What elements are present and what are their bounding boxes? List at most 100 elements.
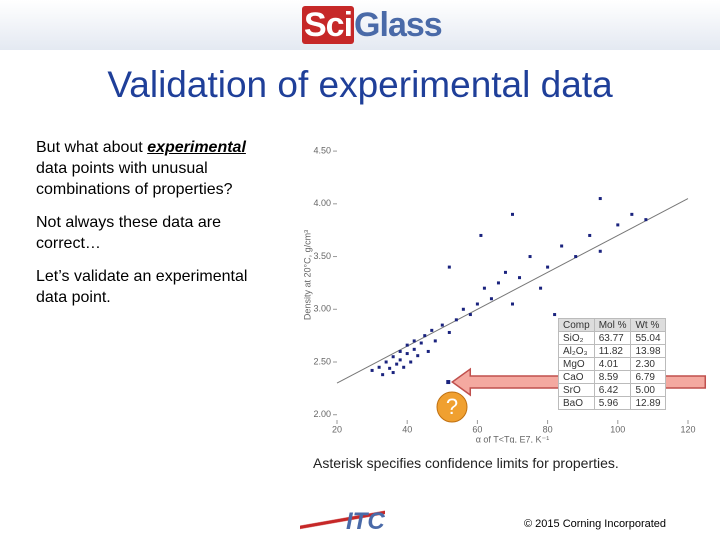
table-cell: 63.77 xyxy=(593,331,632,345)
point xyxy=(426,349,430,353)
point xyxy=(511,302,514,306)
table-cell: 6.42 xyxy=(593,383,632,397)
logo: SciGlass xyxy=(302,6,443,45)
y-tick-label: 4.50 xyxy=(313,145,331,155)
point xyxy=(377,365,381,369)
table-row: SrO 6.42 5.00 xyxy=(558,383,666,397)
point xyxy=(511,212,514,216)
x-tick-label: 80 xyxy=(543,424,553,434)
table-cell: SiO₂ xyxy=(558,331,595,345)
point xyxy=(440,323,444,327)
x-tick-label: 120 xyxy=(680,424,695,434)
header-band: SciGlass xyxy=(0,0,720,50)
point xyxy=(468,313,472,317)
point xyxy=(419,341,423,345)
point xyxy=(412,339,416,343)
point xyxy=(405,343,409,347)
point xyxy=(409,360,413,364)
point xyxy=(370,368,374,372)
table-header-cell: Wt % xyxy=(630,318,666,332)
point xyxy=(391,355,395,359)
bullet-text: But what about xyxy=(36,139,148,156)
point xyxy=(616,223,620,227)
table-row: SiO₂ 63.77 55.04 xyxy=(558,331,666,345)
table-header-cell: Comp xyxy=(558,318,595,332)
y-tick-label: 2.50 xyxy=(313,356,331,366)
point xyxy=(398,349,402,353)
table-row: BaO 5.96 12.89 xyxy=(558,396,666,410)
table-cell: Al₂O₃ xyxy=(558,344,595,358)
table-cell: 11.82 xyxy=(593,344,632,358)
x-tick-label: 20 xyxy=(332,424,342,434)
point xyxy=(384,360,388,364)
table-cell: BaO xyxy=(558,396,595,410)
table-cell: 13.98 xyxy=(630,344,666,358)
checked-point xyxy=(446,380,451,385)
footer-logo: ITC xyxy=(300,508,385,536)
point xyxy=(391,371,395,375)
point xyxy=(598,197,602,201)
y-tick-label: 3.00 xyxy=(313,304,331,314)
bullet: But what about experimental data points … xyxy=(36,137,256,200)
point xyxy=(546,265,550,269)
bullet-text: Let’s validate an experimental data poin… xyxy=(36,268,248,306)
point xyxy=(553,313,557,317)
point xyxy=(588,233,592,237)
question-mark: ? xyxy=(446,394,458,419)
bullet-text: data points with unusual combinations of… xyxy=(36,160,233,198)
x-axis-label: α of T<Tg, E7, K⁻¹ xyxy=(476,434,550,443)
bullet: Let’s validate an experimental data poin… xyxy=(36,266,256,308)
chart: 2.00 2.50 3.00 3.50 4.00 4.50 20 40 60 80 100 120 α … xyxy=(300,125,710,443)
slide-title: Validation of experimental data xyxy=(107,64,613,105)
point xyxy=(475,302,479,306)
question-icon xyxy=(436,391,468,423)
point xyxy=(560,244,564,248)
logo-suffix: Glass xyxy=(354,6,443,44)
table-cell: 4.01 xyxy=(593,357,632,371)
y-axis-label: Density at 20°C, g/cm³ xyxy=(302,230,312,320)
point xyxy=(479,233,483,237)
table-cell: CaO xyxy=(558,370,595,384)
point xyxy=(388,366,392,370)
logo-prefix: Sci xyxy=(302,6,355,44)
point xyxy=(461,307,465,311)
y-tick-label: 3.50 xyxy=(313,251,331,261)
point xyxy=(528,255,532,259)
point xyxy=(416,354,420,358)
point xyxy=(539,286,543,290)
table-row: Al₂O₃ 11.82 13.98 xyxy=(558,344,666,358)
table-cell: 6.79 xyxy=(630,370,666,384)
point xyxy=(433,339,437,343)
bullet-list: But what about experimental data points … xyxy=(36,137,256,320)
caption: Asterisk specifies confidence limits for… xyxy=(313,455,619,471)
point xyxy=(405,352,409,356)
point xyxy=(430,328,434,332)
point xyxy=(489,297,493,301)
bullet: Not always these data are correct… xyxy=(36,212,256,254)
table-cell: 5.00 xyxy=(630,383,666,397)
point xyxy=(412,347,416,351)
point xyxy=(402,365,406,369)
point xyxy=(381,373,385,377)
point xyxy=(447,265,451,269)
table-cell: 55.04 xyxy=(630,331,666,345)
copyright: © 2015 Corning Incorporated xyxy=(524,518,667,530)
point xyxy=(482,286,486,290)
table-cell: 2.30 xyxy=(630,357,666,371)
point xyxy=(518,276,522,280)
point xyxy=(423,334,427,338)
x-tick-label: 100 xyxy=(610,424,625,434)
point xyxy=(574,255,578,259)
point xyxy=(598,249,602,253)
table-cell: 12.89 xyxy=(630,396,666,410)
x-tick-label: 40 xyxy=(402,424,412,434)
table-cell: 8.59 xyxy=(593,370,632,384)
table-cell: 5.96 xyxy=(593,396,632,410)
composition-table: Comp Mol % Wt % SiO₂ 63.77 55.04 Al₂O₃ 11.82 13.… xyxy=(558,318,666,410)
y-tick-label: 2.00 xyxy=(313,409,331,419)
point xyxy=(398,358,402,362)
bullet-text: experimental xyxy=(147,139,246,156)
table-header-cell: Mol % xyxy=(593,318,632,332)
table-cell: SrO xyxy=(558,383,595,397)
